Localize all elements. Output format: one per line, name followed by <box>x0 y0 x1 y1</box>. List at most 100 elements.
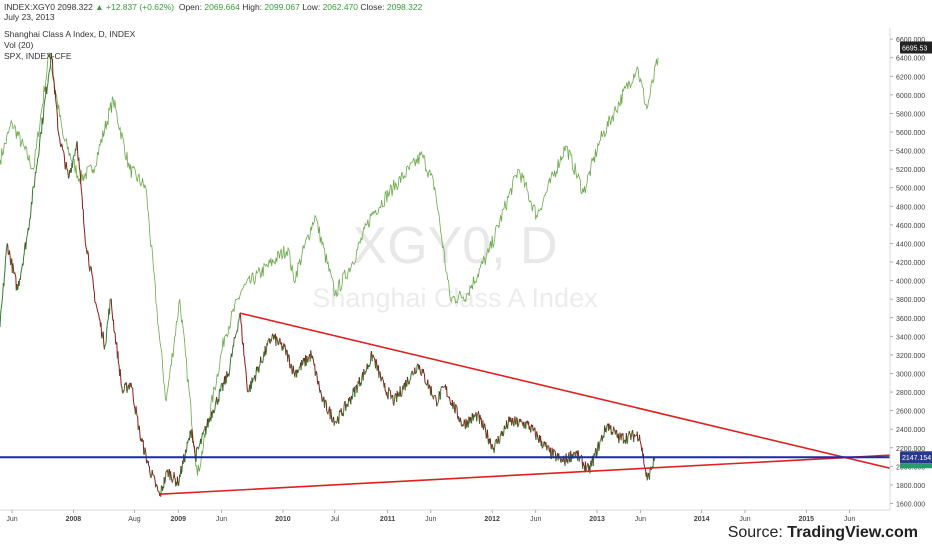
series-segment-main <box>220 384 222 392</box>
series-segment-main <box>534 427 536 436</box>
series-segment-main <box>42 107 45 120</box>
series-segment-main <box>111 308 113 315</box>
series-segment-main <box>546 446 548 451</box>
series-segment-main <box>365 368 368 373</box>
series-segment-main <box>499 434 501 442</box>
series-segment-main <box>330 414 333 422</box>
series-segment-main <box>31 189 34 205</box>
series-segment-main <box>170 476 173 480</box>
price-badge-label: 2147.154 <box>902 455 931 462</box>
legend-main-series[interactable]: Shanghai Class A Index, D, INDEX <box>4 29 136 39</box>
series-segment-main <box>84 243 87 247</box>
series-segment-main <box>171 480 174 483</box>
series-segment-main <box>266 339 269 346</box>
series-segment-main <box>64 167 67 170</box>
series-segment-main <box>234 334 237 338</box>
series-segment-main <box>482 426 485 431</box>
series-segment-main <box>137 425 140 430</box>
series-segment-main <box>149 472 151 477</box>
series-segment-main <box>405 385 408 388</box>
series-segment-main <box>345 406 347 411</box>
series-segment-main <box>25 236 28 242</box>
series-segment-main <box>91 270 93 276</box>
series-segment-main <box>424 382 426 384</box>
series-segment-main <box>463 419 466 424</box>
series-segment-main <box>554 450 556 453</box>
series-segment-main <box>244 364 247 368</box>
change-value: +12.837 (+0.62%) <box>106 2 175 12</box>
series-segment-main <box>38 138 41 149</box>
y-tick-label: 5000.000 <box>896 186 925 193</box>
x-tick-label: Jun <box>530 516 541 523</box>
series-segment-main <box>477 411 480 415</box>
series-segment-main <box>455 404 457 407</box>
series-segment-main <box>136 415 139 417</box>
series-segment-main <box>454 404 457 414</box>
series-segment-main <box>232 345 234 352</box>
series-segment-main <box>170 471 172 477</box>
x-tick-label: Aug <box>128 516 141 523</box>
series-segment-main <box>191 429 193 433</box>
change-up-icon: ▲ <box>95 2 104 12</box>
series-segment-main <box>328 408 330 413</box>
series-segment-main <box>649 467 651 480</box>
series-segment-main <box>0 314 2 328</box>
series-segment-main <box>582 462 585 466</box>
series-segment-main <box>384 383 386 392</box>
series-segment-main <box>109 299 111 315</box>
series-segment-main <box>240 323 243 326</box>
series-segment-main <box>114 332 117 345</box>
series-segment-main <box>427 379 429 389</box>
series-segment-main <box>166 469 169 472</box>
legend-volume[interactable]: Vol (20) <box>4 40 34 50</box>
x-tick-label: 2010 <box>275 516 291 523</box>
y-tick-label: 2200.000 <box>896 446 925 453</box>
series-segment-main <box>102 331 105 345</box>
series-segment-main <box>88 262 90 269</box>
series-segment-main <box>322 396 324 402</box>
series-segment-main <box>215 400 217 404</box>
series-segment-main <box>3 275 5 287</box>
series-segment-main <box>216 396 218 404</box>
series-segment-main <box>650 468 653 471</box>
series-segment-main <box>107 318 109 322</box>
series-segment-main <box>261 361 263 363</box>
series-segment-main <box>427 387 430 390</box>
series-segment-main <box>541 447 544 449</box>
y-tick-label: 3200.000 <box>896 353 925 360</box>
y-tick-label: 6600.000 <box>896 37 925 44</box>
series-segment-main <box>189 430 191 441</box>
series-segment-main <box>233 337 235 347</box>
series-segment-main <box>7 253 10 256</box>
series-segment-main <box>193 446 196 454</box>
series-segment-main <box>346 403 348 406</box>
series-segment-main <box>356 387 359 394</box>
series-segment-main <box>258 364 261 367</box>
series-segment-main <box>32 186 34 190</box>
series-segment-main <box>3 269 6 276</box>
series-segment-main <box>48 69 51 74</box>
series-segment-main <box>135 406 137 412</box>
series-segment-main <box>596 443 599 455</box>
series-segment-main <box>243 355 245 358</box>
series-segment-main <box>72 158 74 168</box>
series-segment-main <box>64 159 66 170</box>
series-segment-main <box>485 437 488 439</box>
source-credit[interactable]: Source: TradingView.com <box>728 524 918 542</box>
series-segment-main <box>553 449 555 451</box>
series-segment-main <box>67 171 69 179</box>
series-segment-main <box>35 166 37 174</box>
y-tick-label: 2600.000 <box>896 409 925 416</box>
ohlc-header: INDEX:XGY0 2098.322 ▲ +12.837 (+0.62%) O… <box>4 2 422 12</box>
series-segment-main <box>297 369 300 372</box>
series-segment-main <box>20 269 22 274</box>
series-segment-main <box>375 359 378 363</box>
series-segment-main <box>416 365 418 373</box>
series-segment-main <box>548 445 550 451</box>
series-segment-main <box>47 76 49 84</box>
series-segment-main <box>631 431 633 436</box>
series-segment-main <box>78 157 80 168</box>
series-segment-main <box>403 383 405 390</box>
legend-spx[interactable]: SPX, INDEX-CFE <box>4 51 72 61</box>
series-segment-main <box>291 364 293 375</box>
